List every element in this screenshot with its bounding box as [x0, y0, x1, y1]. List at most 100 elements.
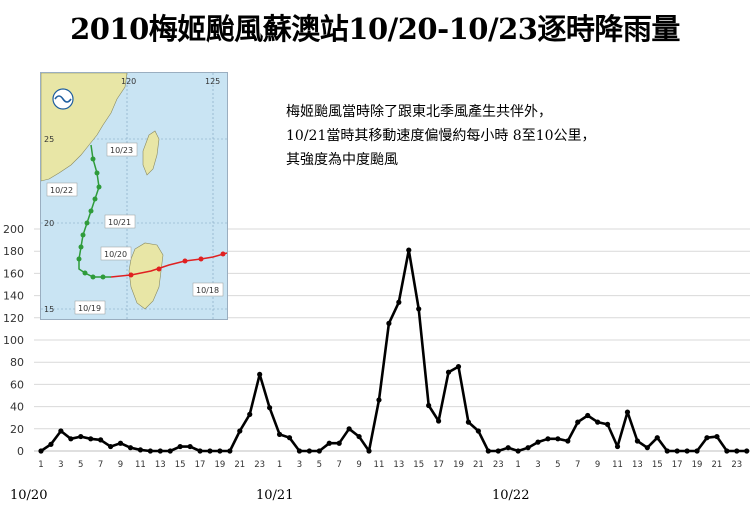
data-point [257, 371, 263, 378]
x-tick-label: 23 [731, 460, 742, 470]
y-tick-label: 100 [3, 334, 24, 347]
x-tick-label: 3 [58, 460, 63, 470]
data-point [187, 443, 193, 450]
data-point [157, 448, 163, 454]
x-tick-label: 9 [595, 460, 600, 470]
data-point [396, 299, 402, 305]
data-point [674, 448, 680, 454]
track-label: 10/22 [50, 186, 73, 195]
track-label: 10/19 [78, 304, 101, 313]
data-point [495, 448, 501, 454]
x-tick-label: 9 [118, 460, 123, 470]
data-point [78, 433, 84, 440]
y-tick-label: 0 [17, 445, 24, 458]
x-tick-label: 17 [433, 460, 444, 470]
data-point [376, 397, 382, 403]
y-tick-label: 160 [3, 267, 24, 280]
x-tick-label: 1 [515, 460, 520, 470]
data-point [654, 435, 660, 441]
x-tick-label: 19 [453, 460, 464, 470]
data-point [436, 418, 442, 424]
x-tick-label: 21 [712, 460, 723, 470]
map-lon-label: 125 [205, 77, 220, 86]
x-tick-label: 11 [135, 460, 146, 470]
x-tick-label: 5 [555, 460, 560, 470]
data-point [535, 439, 541, 445]
data-point [704, 435, 710, 441]
data-point [426, 402, 432, 409]
x-tick-label: 21 [234, 460, 245, 470]
x-tick-label: 3 [535, 460, 540, 470]
date-label: 10/21 [256, 488, 294, 503]
data-point [306, 448, 312, 454]
data-point [664, 448, 670, 454]
typhoon-track-map: 120 125 25 20 15 10/23 10/22 10/21 10/20… [40, 72, 228, 320]
y-tick-label: 120 [3, 312, 24, 325]
taiwan-island [142, 130, 160, 176]
data-point [346, 426, 352, 432]
data-point [237, 428, 243, 434]
y-tick-label: 60 [10, 378, 24, 391]
x-tick-label: 23 [254, 460, 265, 470]
data-point [167, 448, 173, 454]
data-point [694, 448, 700, 454]
x-tick-label: 13 [155, 460, 166, 470]
data-point [276, 431, 283, 437]
x-tick-label: 7 [98, 460, 103, 470]
y-tick-label: 180 [3, 245, 24, 258]
y-tick-label: 80 [10, 356, 24, 369]
x-tick-label: 1 [38, 460, 43, 470]
y-tick-label: 20 [10, 423, 24, 436]
track-label: 10/20 [104, 250, 127, 259]
data-point [147, 448, 153, 454]
x-tick-label: 15 [413, 460, 424, 470]
data-point [724, 448, 730, 454]
page-title: 2010梅姬颱風蘇澳站10/20-10/23逐時降雨量 [70, 12, 680, 46]
data-point [465, 419, 472, 425]
data-point [356, 433, 362, 440]
data-point [744, 448, 750, 454]
data-point [386, 320, 392, 326]
track-points-green [76, 156, 106, 280]
data-point [177, 443, 183, 450]
data-point [515, 448, 521, 454]
description-line: 其強度為中度颱風 [286, 152, 398, 168]
x-tick-label: 17 [195, 460, 206, 470]
x-tick-label: 17 [672, 460, 683, 470]
data-point [127, 445, 134, 451]
data-point [525, 445, 531, 451]
data-point [247, 411, 253, 417]
data-point [406, 247, 412, 253]
data-point [714, 433, 720, 440]
x-tick-label: 1 [277, 460, 282, 470]
x-tick-label: 15 [652, 460, 663, 470]
data-point [38, 448, 44, 454]
data-point [197, 448, 203, 454]
data-point [604, 421, 611, 427]
map-lat-label: 20 [44, 219, 54, 228]
track-points-red [128, 251, 226, 278]
data-point [296, 448, 303, 454]
data-point [575, 419, 581, 425]
x-tick-label: 3 [297, 460, 302, 470]
data-point [117, 440, 124, 446]
x-tick-label: 15 [175, 460, 186, 470]
map-lat-label: 25 [44, 135, 54, 144]
data-point [595, 419, 601, 425]
data-point [555, 436, 561, 442]
data-point [585, 412, 591, 419]
data-point [336, 440, 342, 446]
date-label: 10/22 [492, 488, 530, 503]
data-point [227, 448, 233, 454]
y-tick-label: 200 [3, 223, 24, 236]
luzon-island [128, 242, 164, 310]
data-point [634, 438, 641, 444]
data-point [624, 409, 631, 415]
data-point [684, 448, 690, 454]
data-point [316, 448, 322, 454]
data-point [207, 448, 213, 454]
cwb-logo-icon [52, 88, 74, 110]
x-tick-label: 11 [374, 460, 385, 470]
data-point [137, 447, 143, 453]
description-line: 梅姬颱風當時除了跟東北季風產生共伴外， [286, 104, 552, 120]
